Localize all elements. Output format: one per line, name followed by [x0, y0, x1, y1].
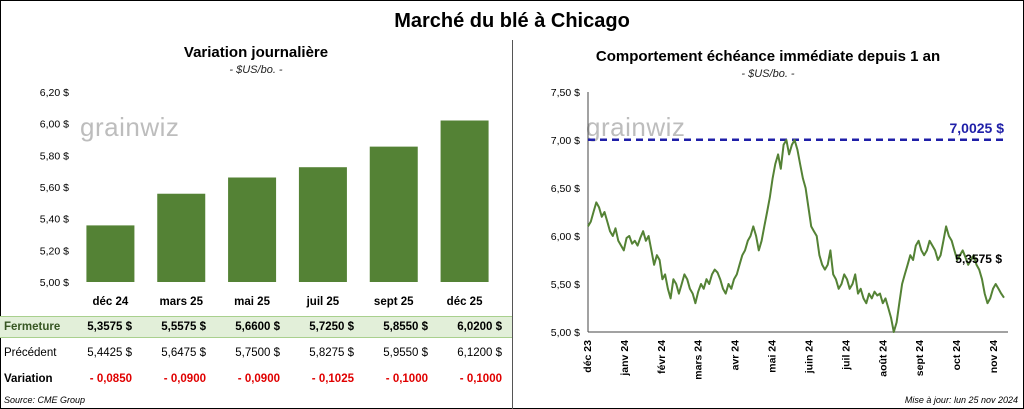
x-tick-label: janv 24 [619, 340, 631, 377]
table-row-close: Fermeture 5,3575 $ 5,5575 $ 5,6600 $ 5,7… [0, 316, 512, 338]
x-tick-label: mars 24 [693, 340, 705, 380]
y-tick-label: 7,50 $ [551, 87, 580, 99]
y-tick-label: 6,50 $ [551, 183, 580, 195]
y-tick-label: 5,80 $ [40, 150, 69, 162]
last-value-label: 5,3575 $ [955, 252, 1002, 266]
right-panel-units: - $US/bo. - [741, 68, 795, 80]
y-tick-label: 6,20 $ [40, 87, 69, 99]
x-tick-label: juil 24 [840, 340, 852, 371]
x-tick-label: sept 24 [914, 340, 926, 376]
table-cell: 5,6475 $ [161, 347, 206, 359]
table-cell: 5,8550 $ [383, 321, 428, 333]
x-tick-label: juin 24 [803, 340, 815, 374]
line-chart: 5,00 $ 5,50 $ 6,00 $ 6,50 $ 7,00 $ 7,50 $ déc … [551, 87, 1008, 380]
x-tick-label: déc 25 [447, 296, 483, 308]
y-tick-label: 6,00 $ [40, 119, 69, 131]
table-cell: 6,0200 $ [457, 321, 502, 333]
x-tick-label: déc 24 [93, 296, 129, 308]
y-tick-label: 5,00 $ [551, 327, 580, 339]
table-cell: - 0,0900 [237, 373, 280, 385]
x-tick-label: mars 25 [160, 296, 204, 308]
update-note: Mise à jour: lun 25 nov 2024 [904, 395, 1018, 405]
row-label: Fermeture [4, 321, 61, 333]
x-tick-label: août 24 [877, 340, 889, 377]
x-tick-label: juil 25 [306, 296, 340, 308]
table-row-previous: Précédent 5,4425 $ 5,6475 $ 5,7500 $ 5,8… [0, 342, 512, 364]
y-tick-label: 5,60 $ [40, 182, 69, 194]
right-panel-title: Comportement échéance immédiate depuis 1… [595, 48, 941, 65]
x-tick-label: févr 24 [656, 340, 668, 374]
bar [298, 167, 347, 282]
y-tick-label: 6,00 $ [551, 231, 580, 243]
table-cell: 5,6600 $ [235, 321, 280, 333]
x-tick-label: oct 24 [951, 340, 963, 371]
reference-label: 7,0025 $ [950, 120, 1005, 136]
y-tick-label: 5,00 $ [40, 277, 69, 289]
table-row-variation: Variation - 0,0850 - 0,0900 - 0,0900 - 0… [0, 368, 512, 390]
table-cell: 5,8275 $ [309, 347, 354, 359]
watermark-right: grainwiz [586, 112, 686, 142]
bar [86, 225, 135, 282]
table-cell: - 0,1000 [385, 373, 428, 385]
price-series-line [587, 139, 1005, 333]
bar [369, 146, 418, 282]
row-label: Précédent [4, 347, 57, 359]
x-tick-label: mai 25 [234, 296, 270, 308]
table-cell: 5,7500 $ [235, 347, 280, 359]
bar [440, 120, 489, 282]
page-title: Marché du blé à Chicago [394, 10, 630, 32]
bar-chart: 5,00 $ 5,20 $ 5,40 $ 5,60 $ 5,80 $ 6,00 $ 6,20… [40, 87, 489, 308]
table-cell: - 0,0850 [89, 373, 132, 385]
x-tick-label: déc 23 [582, 340, 594, 373]
x-tick-label: sept 25 [374, 296, 414, 308]
watermark-left: grainwiz [80, 112, 180, 142]
x-tick-label: mai 24 [767, 340, 779, 373]
table-cell: 6,1200 $ [457, 347, 502, 359]
source-note: Source: CME Group [4, 395, 86, 405]
panel-divider [512, 40, 513, 409]
y-tick-label: 5,50 $ [551, 279, 580, 291]
row-label: Variation [4, 373, 53, 385]
left-panel-units: - $US/bo. - [229, 64, 283, 76]
table-cell: 5,9550 $ [383, 347, 428, 359]
table-cell: 5,7250 $ [309, 321, 354, 333]
x-tick-label: avr 24 [730, 340, 742, 371]
x-tick-label: nov 24 [988, 340, 1000, 373]
table-cell: - 0,0900 [163, 373, 206, 385]
bar [157, 193, 206, 282]
table-cell: 5,3575 $ [87, 321, 132, 333]
table-cell: 5,5575 $ [161, 321, 206, 333]
table-cell: 5,4425 $ [87, 347, 132, 359]
table-cell: - 0,1000 [459, 373, 502, 385]
y-tick-label: 7,00 $ [551, 135, 580, 147]
bar [228, 177, 277, 282]
left-panel-title: Variation journalière [183, 44, 329, 61]
y-tick-label: 5,20 $ [40, 245, 69, 257]
y-tick-label: 5,40 $ [40, 214, 69, 226]
table-cell: - 0,1025 [311, 373, 354, 385]
